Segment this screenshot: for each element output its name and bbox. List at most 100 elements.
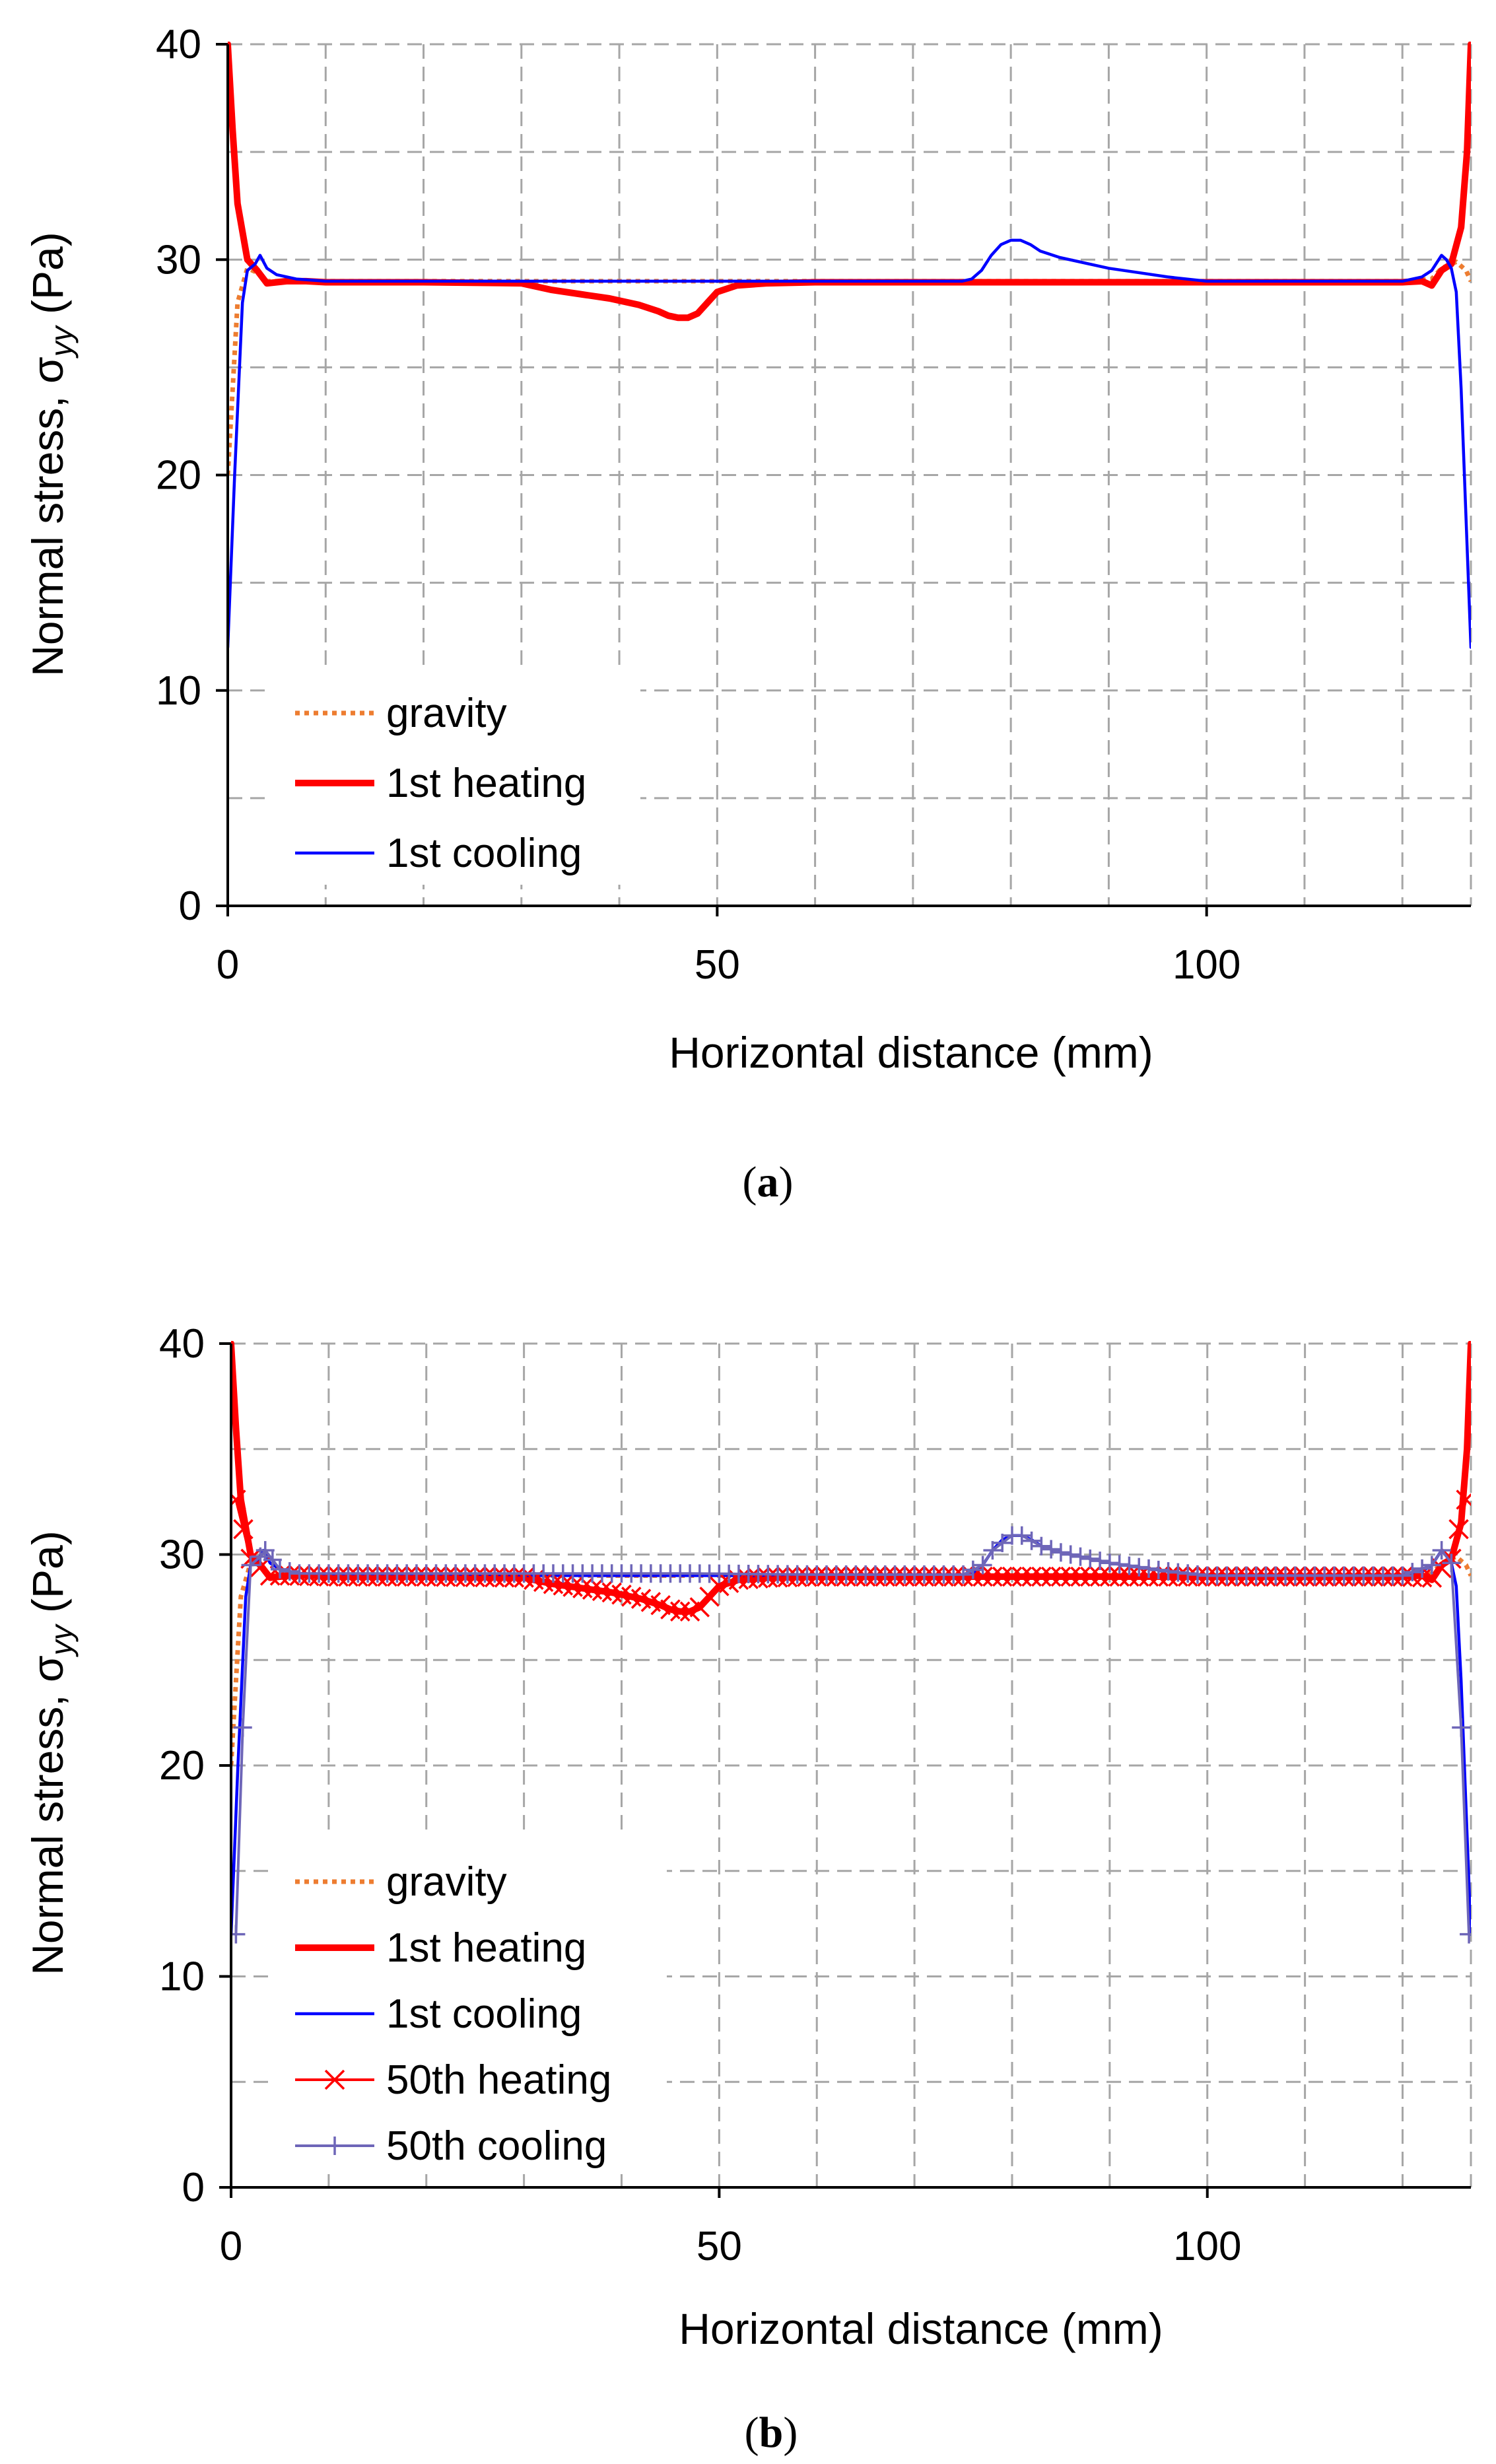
panel-b-legend: gravity 1st heating 1st cooling 50th heatin… xyxy=(271,1835,667,2172)
panel-b-marker-50th-cooling xyxy=(1139,1559,1159,1578)
panel-b-marker-50th-heating xyxy=(650,1594,671,1616)
panel-b-marker-50th-cooling xyxy=(1432,1541,1451,1560)
panel-a-series-line-1st-heating xyxy=(228,42,1471,322)
panel-b-y-axis-title-sub: yy xyxy=(44,1623,79,1657)
panel-a-label-letter: a xyxy=(757,1158,779,1206)
panel-b-marker-50th-heating xyxy=(1002,1566,1023,1587)
panel-b-y-tick-label: 40 xyxy=(159,1321,205,1367)
panel-a-x-tick-label: 0 xyxy=(217,942,239,988)
panel-b-y-tick-label: 10 xyxy=(159,1954,205,2000)
panel-b-marker-50th-heating xyxy=(992,1566,1013,1587)
panel-a-x-tick-label: 100 xyxy=(1173,942,1241,988)
panel-b-x-axis-title: Horizontal distance (mm) xyxy=(679,2304,1163,2353)
panel-b-x-tick-label: 100 xyxy=(1173,2224,1241,2269)
panel-b-marker-50th-cooling xyxy=(1012,1526,1031,1545)
panel-b-marker-50th-cooling xyxy=(233,1718,252,1737)
panel-b-marker-50th-cooling xyxy=(1413,1559,1432,1578)
panel-b-marker-50th-heating xyxy=(1050,1566,1071,1587)
panel-b-series-50th-cooling xyxy=(231,1526,1471,1944)
panel-b-marker-50th-heating xyxy=(1040,1566,1062,1587)
panel-b-legend-item: gravity xyxy=(295,1859,507,1905)
panel-b-legend-label: 1st cooling xyxy=(386,1991,582,2037)
panel-b-marker-50th-heating xyxy=(1456,1489,1471,1510)
panel-b-y-tick-label: 0 xyxy=(182,2165,205,2210)
panel-b-marker-50th-cooling xyxy=(1110,1555,1129,1574)
panel-a-x-axis-title: Horizontal distance (mm) xyxy=(669,1028,1153,1077)
panel-b-x-tick-label: 0 xyxy=(220,2224,242,2269)
panel-a-series-line-1st-cooling xyxy=(228,238,1471,649)
panel-a-y-tick-label: 0 xyxy=(179,883,201,929)
panel-b-legend-item: 1st heating xyxy=(295,1925,586,1971)
panel-b-marker-50th-cooling xyxy=(1120,1556,1139,1575)
panel-a-legend-label: 1st cooling xyxy=(386,831,582,876)
panel-b-marker-50th-cooling xyxy=(270,1559,289,1579)
panel-a-legend-label: 1st heating xyxy=(386,761,586,806)
panel-b-marker-50th-heating xyxy=(1119,1566,1139,1587)
panel-b-marker-50th-cooling xyxy=(1091,1552,1110,1571)
panel-a-legend: gravity 1st heating 1st cooling xyxy=(271,667,640,885)
panel-a-y-tick-label: 30 xyxy=(156,237,201,283)
panel-b-marker-50th-heating xyxy=(231,1489,246,1510)
panel-b-series-line-50th-heating xyxy=(234,1498,1468,1613)
panel-b-marker-50th-cooling xyxy=(954,1565,973,1584)
panel-a-label: (a) xyxy=(743,1158,794,1206)
panel-b-marker-50th-heating xyxy=(1089,1566,1110,1587)
panel-b-marker-50th-cooling xyxy=(241,1556,260,1575)
panel-b-marker-50th-heating xyxy=(1070,1566,1091,1587)
panel-a-axes xyxy=(216,43,1471,916)
panel-b-marker-50th-heating xyxy=(1128,1566,1149,1587)
panel-a-series-1st-heating xyxy=(228,42,1471,322)
panel-b-marker-50th-cooling xyxy=(280,1562,299,1581)
panel-b-label-letter: b xyxy=(759,2409,784,2457)
panel-a-legend-item: 1st cooling xyxy=(295,831,582,876)
panel-a-grid xyxy=(228,43,1472,906)
panel-b-marker-50th-cooling xyxy=(1460,1925,1471,1944)
panel-a-series-gravity xyxy=(228,259,1471,475)
panel-a-y-tick-label: 10 xyxy=(156,668,201,714)
panel-a-series xyxy=(228,42,1471,649)
panel-b-marker-50th-cooling xyxy=(1452,1718,1471,1737)
panel-b-chart: 0 10 20 30 40 0 50 100 gravity 1st heating 1st co… xyxy=(23,1321,1472,2457)
panel-b-legend-item: 50th heating xyxy=(295,2057,611,2103)
panel-b-marker-50th-cooling xyxy=(973,1556,992,1575)
panel-b-legend-item: 1st cooling xyxy=(295,1991,582,2037)
panel-b-y-axis-title-main: Normal stress, σ xyxy=(23,1655,72,1975)
panel-b-marker-50th-heating xyxy=(1011,1566,1033,1587)
panel-b-marker-50th-cooling xyxy=(1051,1543,1070,1562)
panel-b-marker-50th-cooling xyxy=(255,1541,275,1560)
panel-b-marker-50th-cooling xyxy=(1100,1554,1119,1573)
panel-b-series-50th-heating xyxy=(231,1489,1471,1622)
panel-b-marker-50th-cooling xyxy=(1422,1556,1441,1575)
panel-b-marker-50th-heating xyxy=(1031,1566,1052,1587)
panel-a-y-axis-title: Normal stress, σyy (Pa) xyxy=(23,232,79,677)
panel-b-legend-label: 1st heating xyxy=(386,1925,586,1971)
panel-b-marker-50th-heating xyxy=(1080,1566,1101,1587)
panel-a-series-1st-cooling xyxy=(228,238,1471,649)
panel-b-marker-50th-cooling xyxy=(1081,1549,1100,1568)
panel-b-series-gravity xyxy=(231,1554,1471,1766)
panel-b-marker-50th-cooling xyxy=(1393,1566,1412,1585)
panel-a-y-axis-title-main: Normal stress, σ xyxy=(23,357,72,676)
panel-b-y-axis-title: Normal stress, σyy (Pa) xyxy=(23,1530,79,1975)
panel-b-label: (b) xyxy=(745,2409,798,2457)
panel-b-marker-50th-heating xyxy=(1448,1519,1469,1540)
panel-b-marker-50th-heating xyxy=(1060,1566,1081,1587)
panel-b-marker-50th-cooling xyxy=(1149,1560,1168,1579)
panel-b-marker-50th-cooling xyxy=(1130,1557,1149,1577)
panel-b-marker-50th-cooling xyxy=(1442,1554,1461,1573)
panel-b-legend-label: 50th heating xyxy=(386,2057,611,2103)
panel-b-legend-label: gravity xyxy=(386,1859,507,1905)
panel-b-y-tick-label: 30 xyxy=(159,1532,205,1578)
panel-b-marker-50th-heating xyxy=(679,1601,700,1622)
panel-b-x-tick-label: 50 xyxy=(697,2224,742,2269)
panel-b-legend-item: 50th cooling xyxy=(295,2123,607,2169)
panel-a-chart: 0 10 20 30 40 0 50 100 gravity 1st heating 1st co… xyxy=(23,22,1472,1206)
panel-b-marker-50th-cooling xyxy=(1071,1547,1090,1566)
panel-b-marker-50th-heating xyxy=(233,1519,254,1540)
panel-b-marker-50th-cooling xyxy=(263,1550,282,1569)
panel-a-y-tick-label: 40 xyxy=(156,22,201,67)
panel-b-marker-50th-heating xyxy=(1099,1566,1120,1587)
panel-a-y-axis-title-unit: (Pa) xyxy=(23,232,72,326)
panel-b-marker-50th-cooling xyxy=(993,1533,1012,1552)
